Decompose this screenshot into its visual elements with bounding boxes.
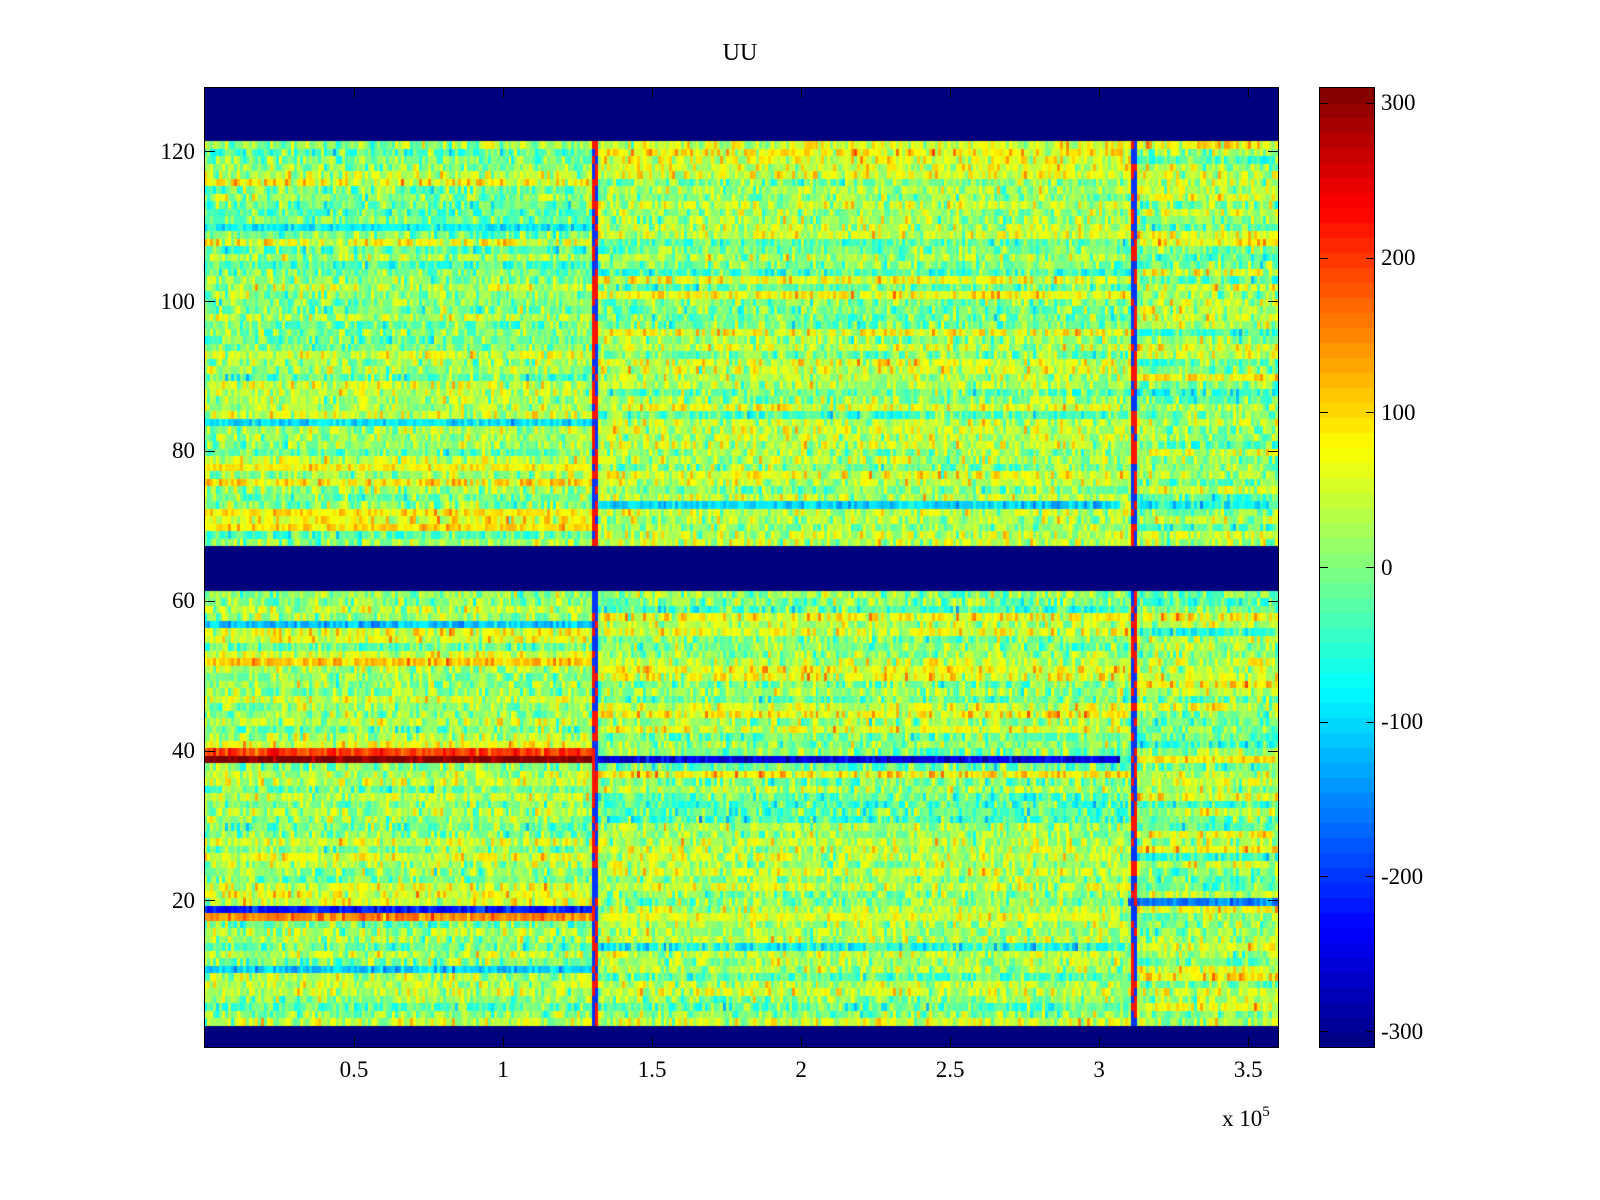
y-tick-mark xyxy=(205,151,215,153)
y-tick-mark xyxy=(1268,750,1278,752)
colorbar-tick-mark xyxy=(1366,102,1374,104)
y-tick-mark xyxy=(1268,450,1278,452)
y-tick-mark xyxy=(1268,301,1278,303)
y-tick-mark xyxy=(1268,600,1278,602)
colorbar-tick-mark xyxy=(1320,257,1328,259)
y-tick-label: 40 xyxy=(172,738,195,764)
colorbar-tick-label: -200 xyxy=(1381,863,1424,889)
y-tick-label: 80 xyxy=(172,438,195,464)
colorbar-tick-label: 0 xyxy=(1381,554,1393,580)
x-multiplier-exponent: 5 xyxy=(1262,1104,1270,1120)
x-tick-mark xyxy=(353,88,355,98)
x-tick-mark xyxy=(502,88,504,98)
colorbar-tick-label: -300 xyxy=(1381,1018,1424,1044)
x-tick-mark xyxy=(949,88,951,98)
colorbar-tick-mark xyxy=(1320,102,1328,104)
colorbar-tick-mark xyxy=(1366,721,1374,723)
colorbar-tick-mark xyxy=(1366,257,1374,259)
x-tick-mark xyxy=(949,1037,951,1047)
colorbar xyxy=(1320,88,1374,1047)
x-tick-mark xyxy=(651,88,653,98)
colorbar-tick-mark xyxy=(1320,412,1328,414)
y-tick-label: 20 xyxy=(172,887,195,913)
y-tick-mark xyxy=(205,301,215,303)
colorbar-tick-mark xyxy=(1320,1031,1328,1033)
x-tick-mark xyxy=(1098,88,1100,98)
x-axis-multiplier: x 105 xyxy=(1222,1104,1270,1132)
x-multiplier-text: x 10 xyxy=(1222,1106,1263,1131)
x-tick-mark xyxy=(800,1037,802,1047)
y-tick-mark xyxy=(1268,900,1278,902)
y-tick-label: 120 xyxy=(160,138,196,164)
x-tick-mark xyxy=(502,1037,504,1047)
colorbar-tick-mark xyxy=(1320,876,1328,878)
colorbar-tick-mark xyxy=(1366,567,1374,568)
x-tick-mark xyxy=(353,1037,355,1047)
x-tick-mark xyxy=(800,88,802,98)
x-tick-mark xyxy=(1098,1037,1100,1047)
x-tick-label: 3 xyxy=(1093,1057,1105,1082)
x-tick-label: 2.5 xyxy=(935,1057,965,1082)
x-tick-mark xyxy=(1247,88,1249,98)
y-tick-mark xyxy=(1268,151,1278,153)
y-tick-mark xyxy=(205,750,215,752)
x-tick-label: 1 xyxy=(497,1057,509,1082)
colorbar-tick-mark xyxy=(1366,1031,1374,1033)
x-tick-label: 1.5 xyxy=(637,1057,667,1082)
chart-title: UU xyxy=(722,40,758,66)
y-tick-mark xyxy=(205,600,215,602)
y-tick-label: 100 xyxy=(160,288,196,314)
x-tick-label: 0.5 xyxy=(339,1057,369,1082)
heatmap-plot-area xyxy=(205,88,1278,1047)
colorbar-tick-label: -100 xyxy=(1381,709,1424,735)
y-tick-mark xyxy=(205,450,215,452)
x-tick-mark xyxy=(1247,1037,1249,1047)
colorbar-tick-mark xyxy=(1366,412,1374,414)
y-tick-mark xyxy=(205,900,215,902)
x-tick-label: 2 xyxy=(795,1057,807,1082)
colorbar-tick-label: 100 xyxy=(1381,399,1416,425)
colorbar-tick-mark xyxy=(1320,567,1328,568)
heatmap-cells xyxy=(205,88,1278,1047)
x-tick-mark xyxy=(651,1037,653,1047)
colorbar-tick-mark xyxy=(1320,721,1328,723)
y-tick-label: 60 xyxy=(172,588,195,614)
colorbar-tick-mark xyxy=(1366,876,1374,878)
colorbar-tick-label: 300 xyxy=(1381,90,1416,116)
x-tick-label: 3.5 xyxy=(1233,1057,1263,1082)
colorbar-tick-label: 200 xyxy=(1381,245,1416,271)
